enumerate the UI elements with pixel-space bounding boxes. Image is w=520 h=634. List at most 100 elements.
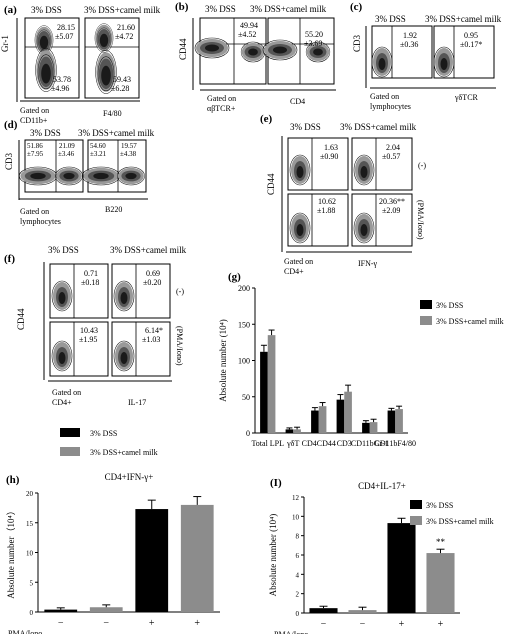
panel-a-group-camel: 3% DSS+camel milk xyxy=(84,5,161,15)
panel-f-dss-minus-sd: ±0.18 xyxy=(81,278,99,287)
panel-i-label: (I) xyxy=(270,477,282,489)
panel-a-camel-top: 21.60 xyxy=(117,23,135,32)
panel-d-dss-left: 51.86 xyxy=(27,142,43,150)
panel-a-dss-top-sd: ±5.07 xyxy=(55,32,73,41)
panel-d-group-camel: 3% DSS+camel milk xyxy=(78,128,155,138)
panel-b-gate-1: Gated on xyxy=(207,94,236,103)
chart-g: 0 50 100 150 200 Absolute number (10⁴) Total L… xyxy=(218,284,504,448)
y-tick-label: 15 xyxy=(26,520,34,528)
y-tick-label: 20 xyxy=(26,490,34,498)
panel-d-plot-dss xyxy=(24,139,84,193)
category-label: CD4CD44 xyxy=(302,439,336,448)
panel-e-camel-pma-sd: ±2.09 xyxy=(382,206,400,215)
panel-a-y-label: Gr-1 xyxy=(0,35,10,52)
panel-c-gate-2: lymphocytes xyxy=(370,102,411,111)
y-tick-label: 10 xyxy=(26,550,34,558)
panel-f-row-pma: (PMA/Iono) xyxy=(175,326,184,366)
panel-f: (f) 3% DSS 3% DSS+camel milk CD44 0.71 ±… xyxy=(4,245,187,457)
panel-d-y-label: CD3 xyxy=(4,152,14,170)
panel-a-gate-1: Gated on xyxy=(20,106,49,115)
category-label: + xyxy=(149,618,155,629)
category-label: − xyxy=(58,618,64,629)
category-label: γδT xyxy=(286,439,299,448)
bar-h xyxy=(44,609,78,612)
category-label: CD3 xyxy=(337,439,352,448)
category-label: CD11bGr-1 xyxy=(351,439,389,448)
panel-b-group-dss: 3% DSS xyxy=(205,4,236,14)
legend-swatch xyxy=(420,316,432,325)
panel-f-camel-pma-sd: ±1.03 xyxy=(142,335,160,344)
panel-a-dss-top: 28.15 xyxy=(57,23,75,32)
panel-d-dss-right: 21.09 xyxy=(59,142,75,150)
panel-a: (a) 3% DSS 3% DSS+camel milk Gr-1 28.15 … xyxy=(0,4,161,125)
panel-a-plot-dss xyxy=(24,17,80,99)
panel-c: (c) 3% DSS 3% DSS+camel milk CD3 1.92 ±0… xyxy=(350,1,502,111)
panel-e-camel-pma-val: 20.36** xyxy=(379,197,405,206)
category-label: Total LPL xyxy=(251,439,284,448)
panel-d-camel-left-sd: ±3.21 xyxy=(90,150,107,158)
y-tick-label: 150 xyxy=(238,320,250,329)
category-label: − xyxy=(321,619,327,630)
bar-g xyxy=(344,391,352,433)
panel-f-plot-camel-pma xyxy=(111,321,171,377)
panel-f-gate-1: Gated on xyxy=(52,388,81,397)
legend-swatch xyxy=(410,516,422,525)
panel-e-dss-pma-sd: ±1.88 xyxy=(317,206,335,215)
category-label: CD11bF4/80 xyxy=(375,439,417,448)
panel-c-camel-sd: ±0.17* xyxy=(460,40,482,49)
panel-c-dss-sd: ±0.36 xyxy=(400,40,418,49)
panel-a-camel-top-sd: ±4.72 xyxy=(115,32,133,41)
panel-b-x-label: CD4 xyxy=(290,97,305,106)
panel-f-plot-dss-minus xyxy=(49,263,109,319)
panel-f-dss-minus-val: 0.71 xyxy=(84,269,98,278)
y-tick-label: 10 xyxy=(292,513,300,521)
panel-a-gate-2: CD11b+ xyxy=(20,116,48,125)
bar-g xyxy=(293,429,301,433)
y-tick-label: 4 xyxy=(296,571,300,579)
panel-a-camel-bottom: 59.43 xyxy=(113,75,131,84)
chart-i-y-label: Absolute number (10⁴) xyxy=(268,514,278,597)
panel-e-y-label: CD44 xyxy=(266,173,276,195)
y-tick-label: 6 xyxy=(296,552,300,560)
panel-d-camel-left: 54.60 xyxy=(90,142,106,150)
panel-c-plot-camel xyxy=(433,25,495,79)
bar-g xyxy=(311,410,319,433)
panel-e-plot-dss-pma xyxy=(287,193,349,247)
panel-e-camel-minus-sd: ±0.57 xyxy=(382,152,400,161)
panel-a-dss-bottom-sd: ±4.96 xyxy=(51,84,69,93)
panel-f-camel-minus-sd: ±0.20 xyxy=(143,278,161,287)
bar-i xyxy=(387,523,416,613)
panel-e-group-dss: 3% DSS xyxy=(290,122,321,132)
bar-h xyxy=(135,509,169,612)
chart-i: 0 2 4 6 8 10 12 Absolute number (10⁴) CD4+IL-17+… xyxy=(268,481,494,634)
legend-f-camel-swatch xyxy=(60,447,80,456)
panel-f-label: (f) xyxy=(4,253,15,265)
bar-g xyxy=(387,410,396,433)
bar-g xyxy=(362,422,370,433)
panel-e: (e) 3% DSS 3% DSS+camel milk CD44 1.63 ±… xyxy=(260,113,426,276)
y-tick-label: 0 xyxy=(296,610,300,618)
panel-c-plot-dss xyxy=(371,25,433,79)
panel-a-x-label: F4/80 xyxy=(103,109,122,118)
panel-a-group-dss: 3% DSS xyxy=(31,5,62,15)
panel-e-row-minus: (-) xyxy=(418,161,426,170)
panel-d: (d) 3% DSS 3% DSS+camel milk CD3 51.86 ±… xyxy=(4,119,155,226)
y-tick-label: 2 xyxy=(296,591,300,599)
panel-c-label: (c) xyxy=(350,1,363,13)
panel-a-dss-bottom: 53.78 xyxy=(53,75,71,84)
legend-label: 3% DSS xyxy=(426,501,453,510)
panel-e-dss-minus-sd: ±0.90 xyxy=(320,152,338,161)
panel-a-camel-bottom-sd: ±6.28 xyxy=(111,84,129,93)
y-tick-label: 100 xyxy=(238,357,250,366)
panel-d-x-label: B220 xyxy=(105,205,122,214)
panel-b-camel-sd: ±3.69 xyxy=(304,39,322,48)
panel-b-group-camel: 3% DSS+camel milk xyxy=(250,4,327,14)
panel-d-dss-left-sd: ±7.95 xyxy=(27,150,44,158)
chart-i-x-label: PMA/Iono xyxy=(274,630,308,634)
category-label: − xyxy=(360,619,366,630)
category-label: + xyxy=(399,619,405,630)
panel-d-label: (d) xyxy=(4,119,18,131)
panel-f-gate-2: CD4+ xyxy=(52,398,72,407)
bar-i xyxy=(348,610,377,613)
panel-c-group-dss: 3% DSS xyxy=(375,14,406,24)
